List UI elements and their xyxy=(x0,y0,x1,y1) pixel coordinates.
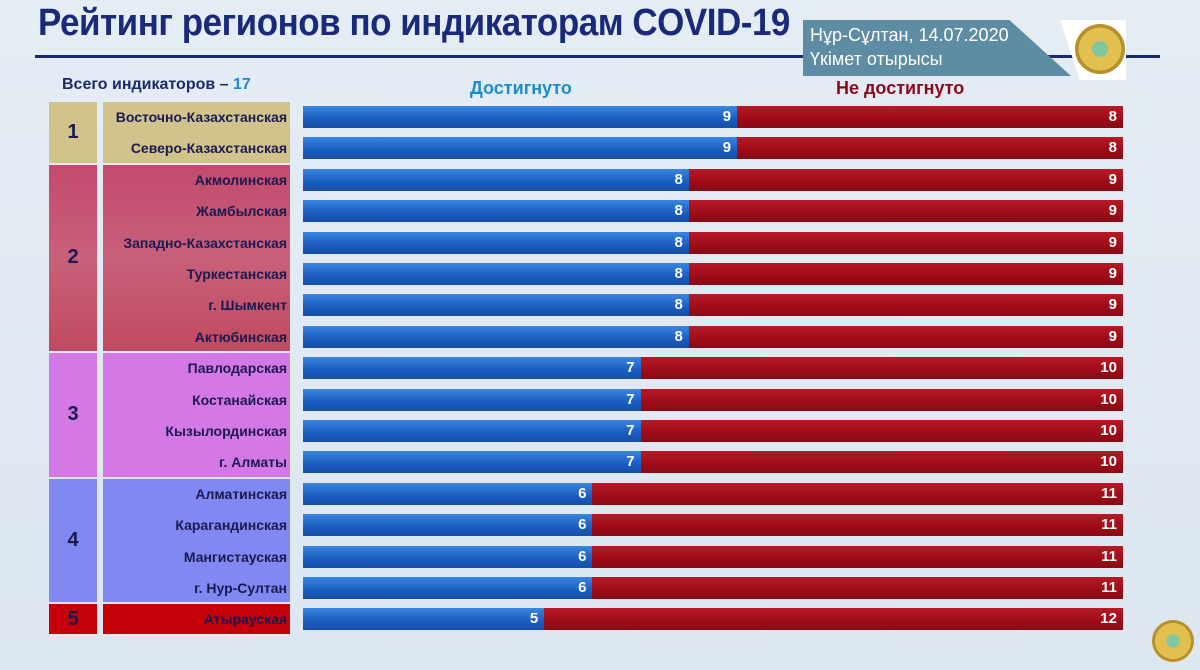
bar-achieved: 7 xyxy=(303,451,641,474)
region-label: Восточно-Казахстанская xyxy=(115,109,287,125)
bar-not-achieved: 9 xyxy=(688,200,1123,223)
bar-achieved: 8 xyxy=(303,200,689,223)
bar-not-achieved: 10 xyxy=(640,357,1123,380)
bar-not-achieved: 10 xyxy=(640,388,1123,411)
bar-not-achieved: 9 xyxy=(688,294,1123,317)
bar-achieved: 7 xyxy=(303,388,641,411)
region-label: Акмолинская xyxy=(194,171,287,188)
group-name-box xyxy=(103,478,290,603)
bar-achieved: 9 xyxy=(303,106,738,128)
region-label: Актюбинская xyxy=(194,328,287,345)
bar-achieved: 7 xyxy=(303,357,641,380)
region-label: г. Шымкент xyxy=(208,297,287,314)
bar-not-achieved: 10 xyxy=(640,451,1123,474)
region-label: Туркестанская xyxy=(186,266,287,282)
bar-achieved: 8 xyxy=(303,231,689,254)
bar-not-achieved: 11 xyxy=(592,577,1123,599)
title-divider xyxy=(35,55,1160,58)
date-line: Нұр-Сұлтан, 14.07.2020 xyxy=(810,25,1009,45)
bar-achieved: 8 xyxy=(303,168,689,191)
bar-achieved: 8 xyxy=(303,325,689,348)
legend-not-achieved: Не достигнуто xyxy=(836,78,965,98)
bar-not-achieved: 8 xyxy=(737,106,1123,128)
chart-title: Рейтинг регионов по индикаторам COVID-19 xyxy=(38,2,790,44)
rank-box: 2 xyxy=(49,164,97,352)
region-label: Северо-Казахстанская xyxy=(130,140,287,157)
bar-not-achieved: 10 xyxy=(640,420,1123,442)
rank-box: 3 xyxy=(49,353,97,477)
region-label: Атырауская xyxy=(203,611,287,628)
region-label: г. Алматы xyxy=(219,454,287,471)
bar-achieved: 6 xyxy=(303,577,593,599)
date-banner: Нұр-Сұлтан, 14.07.2020 Үкімет отырысы xyxy=(803,20,1071,76)
total-label: Всего индикаторов – xyxy=(62,76,233,93)
region-label: г. Нур-Султан xyxy=(194,580,287,596)
bar-not-achieved: 11 xyxy=(592,514,1123,537)
region-label: Карагандинская xyxy=(175,517,287,534)
total-indicators: Всего индикаторов – 17 xyxy=(62,76,251,94)
event-line: Үкімет отырысы xyxy=(810,49,943,69)
region-label: Западно-Казахстанская xyxy=(123,234,287,251)
region-label: Жамбылская xyxy=(196,203,287,220)
region-label: Костанайская xyxy=(192,391,287,408)
rank-box: 4 xyxy=(49,478,97,603)
rank-box: 1 xyxy=(49,102,97,163)
bar-achieved: 9 xyxy=(303,137,738,160)
bar-not-achieved: 9 xyxy=(688,263,1123,285)
bar-not-achieved: 9 xyxy=(688,168,1123,191)
total-value: 17 xyxy=(233,76,251,93)
bar-achieved: 5 xyxy=(303,608,545,631)
region-label: Павлодарская xyxy=(187,360,287,377)
group-name-box xyxy=(103,353,290,477)
bar-not-achieved: 11 xyxy=(592,545,1123,568)
group-name-box xyxy=(103,102,290,163)
group-name-box xyxy=(103,604,290,634)
region-label: Алматинская xyxy=(195,485,287,502)
bar-not-achieved: 11 xyxy=(592,482,1123,505)
rank-box: 5 xyxy=(49,604,97,634)
kazakhstan-emblem-small-icon xyxy=(1152,620,1194,662)
bar-achieved: 8 xyxy=(303,294,689,317)
bar-not-achieved: 9 xyxy=(688,231,1123,254)
legend-achieved: Достигнуто xyxy=(470,78,572,98)
bar-achieved: 8 xyxy=(303,263,689,285)
region-label: Мангистауская xyxy=(183,548,287,565)
kazakhstan-emblem-icon xyxy=(1075,24,1125,74)
bar-achieved: 6 xyxy=(303,482,593,505)
group-name-box xyxy=(103,164,290,352)
bar-not-achieved: 12 xyxy=(544,608,1123,631)
bar-achieved: 7 xyxy=(303,420,641,442)
bar-achieved: 6 xyxy=(303,545,593,568)
bar-achieved: 6 xyxy=(303,514,593,537)
bar-not-achieved: 9 xyxy=(688,325,1123,348)
bar-not-achieved: 8 xyxy=(737,137,1123,160)
region-label: Кызылординская xyxy=(165,423,287,439)
